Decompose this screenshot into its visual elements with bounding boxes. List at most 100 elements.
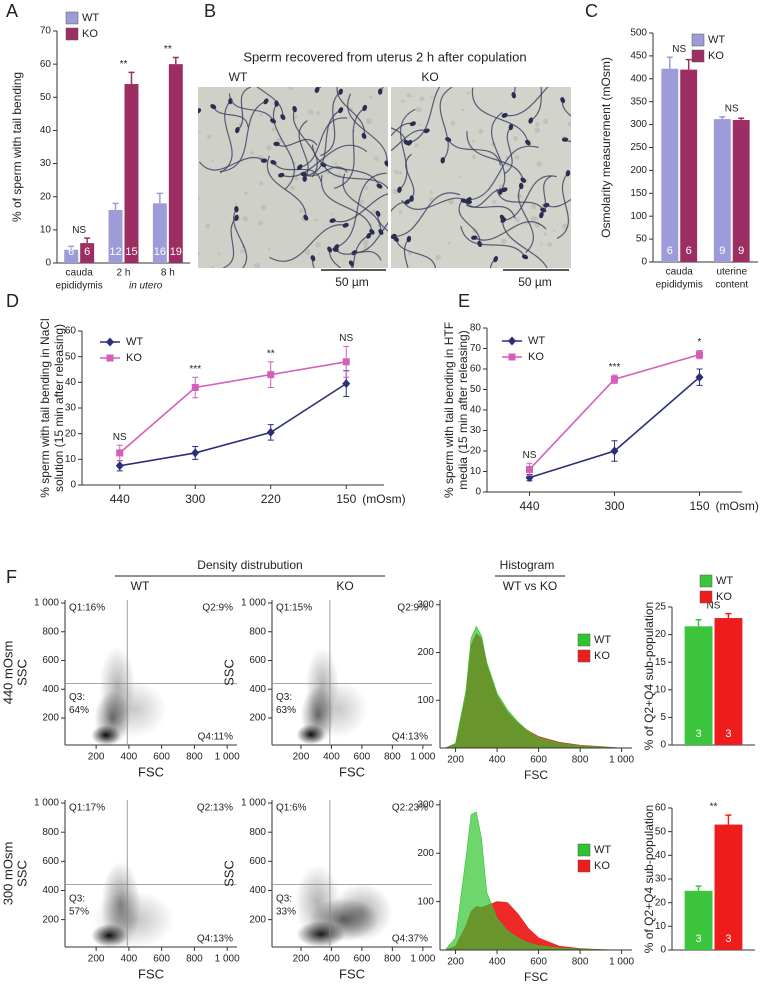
bar-n-label: 15: [125, 246, 137, 258]
y-axis-label: % sperm with tail bending in HTF: [442, 322, 456, 498]
debris: [412, 95, 415, 98]
debris: [267, 247, 271, 251]
sperm-head: [391, 233, 397, 239]
debris: [492, 199, 497, 205]
point: [610, 446, 619, 456]
debris: [250, 151, 254, 155]
y-tick-label: 20: [65, 428, 77, 439]
y-tick-label: 40: [655, 850, 667, 861]
debris: [466, 91, 470, 95]
y-tick-label: 400: [249, 885, 266, 896]
y-tick-label: 10: [470, 466, 482, 477]
y-tick-label: 800: [42, 827, 59, 838]
debris: [419, 96, 425, 102]
sperm-head: [302, 175, 307, 182]
sperm-head: [543, 202, 550, 208]
y-axis-label: SSC: [14, 659, 29, 686]
histogram-area: [444, 811, 622, 951]
debris: [317, 252, 321, 255]
bar: [661, 68, 679, 262]
x-tick-label: 1 000: [410, 752, 435, 763]
error-bar: [719, 116, 726, 120]
debris: [331, 212, 334, 215]
y-tick-label: 10: [40, 224, 52, 235]
sperm-tail: [276, 138, 318, 147]
y-tick-label: 30: [65, 403, 77, 414]
series-line: [119, 382, 347, 467]
sperm-head: [378, 229, 384, 235]
debris: [540, 243, 543, 246]
quadrant-label: Q1:15%: [276, 603, 312, 614]
debris: [298, 208, 304, 214]
sperm-tail: [233, 208, 248, 268]
bar-n-label: 9: [738, 245, 744, 257]
y-tick-label: 40: [470, 405, 482, 416]
sperm-tail: [463, 200, 516, 219]
micrograph: [391, 87, 571, 268]
row-label: 300 mOsm: [0, 842, 15, 906]
quadrant-label: Q2:23%: [392, 803, 428, 814]
x-tick-label: 600: [530, 957, 547, 968]
sperm-head: [297, 164, 303, 170]
y-axis-label: SSC: [221, 659, 236, 686]
sperm-tail: [466, 131, 524, 181]
sperm-tail: [391, 129, 427, 152]
sperm-head: [465, 197, 472, 203]
y-tick-label: 0: [660, 945, 666, 956]
debris: [374, 156, 379, 162]
sperm-tail: [556, 172, 569, 240]
debris: [398, 210, 403, 214]
quadrant-label: 33%: [276, 906, 296, 917]
sperm-tail: [228, 93, 274, 122]
sperm-head: [520, 177, 527, 183]
x-tick-label: 600: [354, 954, 371, 965]
x-tick-label: 300: [604, 499, 624, 513]
quadrant-label: Q4:13%: [197, 934, 233, 945]
x-tick-label: 600: [354, 752, 371, 763]
sperm-tail: [399, 108, 416, 191]
sperm-head: [404, 199, 411, 205]
y-tick-label: 600: [42, 856, 59, 867]
sperm-head: [338, 107, 344, 114]
sperm-head: [198, 108, 202, 114]
group-label: WT: [131, 579, 150, 593]
x-tick-label: 200: [293, 954, 310, 965]
bar-n-label: 6: [667, 245, 673, 257]
debris: [392, 188, 398, 195]
density-cloud: [307, 680, 368, 739]
sperm-head: [460, 198, 467, 204]
debris: [364, 186, 369, 190]
debris: [415, 106, 422, 113]
quadrant-label: Q4:37%: [392, 934, 428, 945]
density-cloud: [331, 883, 393, 942]
x-tick-label: 800: [572, 957, 589, 968]
sperm-head: [499, 214, 505, 221]
y-axis-label: % of Q2+Q4 sub-population: [642, 602, 656, 750]
sperm-tail: [504, 87, 549, 117]
debris: [294, 115, 298, 119]
sperm-tail: [540, 175, 552, 216]
error-bar: [84, 237, 91, 244]
y-tick-label: 30: [40, 158, 52, 169]
debris: [429, 190, 433, 194]
x-tick-label: 2 h: [117, 268, 131, 279]
debris: [478, 128, 484, 134]
significance-label: *: [698, 337, 702, 348]
point: [191, 383, 199, 391]
debris: [315, 242, 321, 248]
y-tick-label: 10: [655, 684, 667, 695]
x-tick-label: 800: [186, 752, 203, 763]
sperm-tail: [546, 198, 571, 208]
sperm-head: [528, 117, 534, 124]
y-tick-label: 80: [470, 323, 482, 334]
y-axis-label: % of Q2+Q4 sub-population: [642, 805, 656, 953]
bar: [684, 626, 713, 745]
bar: [684, 890, 713, 950]
y-tick-label: 15: [655, 657, 667, 668]
sperm-tail: [299, 117, 348, 168]
debris: [359, 199, 365, 205]
sperm-head: [376, 183, 383, 189]
y-axis-label: solution (15 min after releasing): [52, 324, 66, 492]
sperm-head: [270, 160, 277, 165]
debris: [553, 230, 556, 233]
